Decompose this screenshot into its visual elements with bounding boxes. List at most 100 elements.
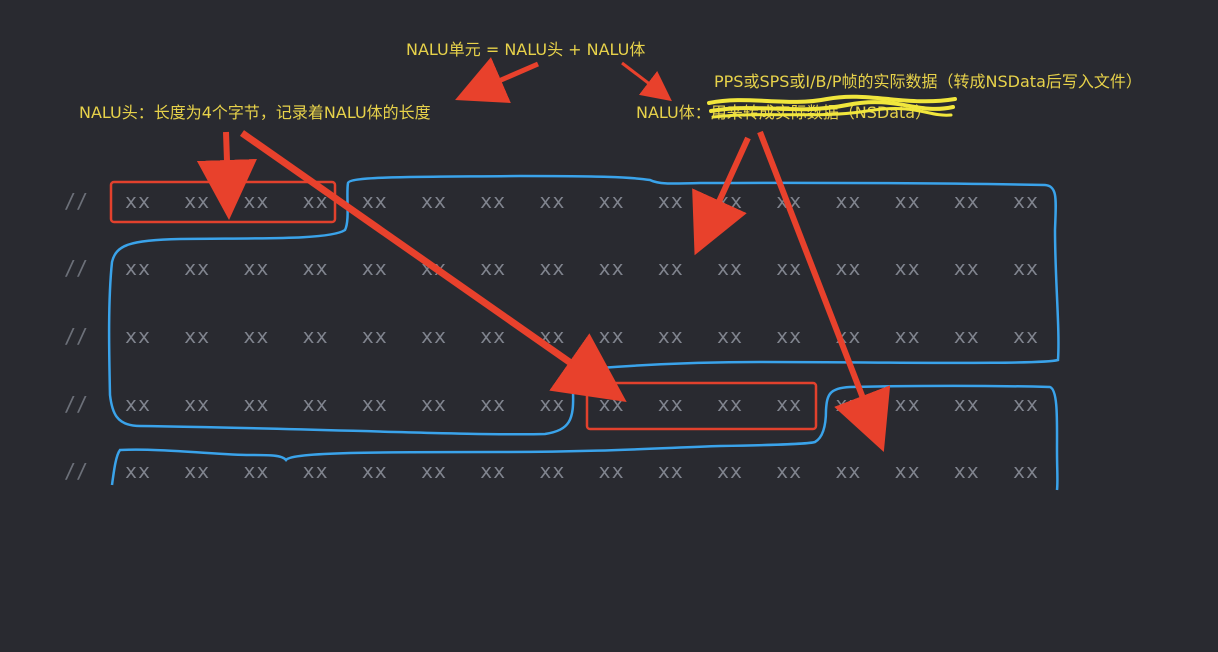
- nalu-unit-caption: NALU单元 = NALU头 + NALU体: [406, 40, 646, 59]
- hex-byte: xx: [716, 459, 744, 483]
- hex-byte: xx: [598, 256, 625, 280]
- hex-byte: xx: [1012, 256, 1040, 280]
- hex-byte: xx: [835, 459, 862, 483]
- nalu-body-prefix: NALU体：: [636, 103, 711, 122]
- arrow-header-to-box: [196, 131, 257, 220]
- hex-byte: xx: [894, 324, 921, 348]
- hex-byte: xx: [539, 189, 566, 213]
- hex-byte: xx: [302, 189, 329, 213]
- hex-byte: xx: [953, 324, 980, 348]
- hex-byte: xx: [184, 324, 211, 348]
- hex-byte: xx: [480, 459, 507, 483]
- hex-byte: xx: [243, 459, 270, 483]
- comment-marker: //: [64, 256, 89, 280]
- hex-byte: xx: [1012, 324, 1040, 348]
- hex-byte: xx: [657, 189, 684, 213]
- hex-byte: xx: [657, 256, 684, 280]
- hex-byte: xx: [598, 392, 625, 416]
- hex-byte: xx: [1012, 392, 1040, 416]
- hex-byte: xx: [776, 392, 803, 416]
- nalu-header-caption: NALU头：长度为4个字节，记录着NALU体的长度: [79, 103, 431, 122]
- hex-byte: xx: [953, 459, 980, 483]
- hex-byte: xx: [361, 392, 388, 416]
- hex-byte: xx: [716, 392, 744, 416]
- hex-byte: xx: [716, 324, 744, 348]
- hex-byte: xx: [716, 189, 744, 213]
- hex-byte: xx: [835, 392, 862, 416]
- hex-byte: xx: [1012, 459, 1040, 483]
- hex-byte: xx: [1012, 189, 1040, 213]
- hex-byte: xx: [124, 189, 152, 213]
- hex-byte: xx: [124, 324, 152, 348]
- hex-byte: xx: [420, 392, 448, 416]
- hex-byte: xx: [894, 392, 921, 416]
- hex-byte: xx: [124, 392, 152, 416]
- hex-byte: xx: [894, 256, 921, 280]
- comment-marker: //: [64, 392, 89, 416]
- hex-byte: xx: [361, 459, 388, 483]
- code-row: // xx xx xx xx xx xx xx xx xx xx xx xx xx xx xx xx: [64, 392, 1064, 422]
- hex-byte: xx: [302, 324, 329, 348]
- hex-byte: xx: [657, 459, 684, 483]
- hex-byte: xx: [598, 459, 625, 483]
- hex-byte: xx: [480, 392, 507, 416]
- hex-byte: xx: [657, 392, 684, 416]
- hex-byte: xx: [420, 256, 448, 280]
- hex-byte: xx: [184, 189, 211, 213]
- code-row: // xx xx xx xx xx xx xx xx xx xx xx xx xx xx xx xx: [64, 459, 1064, 489]
- hex-byte: xx: [539, 459, 566, 483]
- hex-byte: xx: [361, 189, 388, 213]
- hex-byte: xx: [184, 459, 211, 483]
- hex-byte: xx: [124, 256, 152, 280]
- hex-byte: xx: [835, 324, 862, 348]
- hex-byte: xx: [480, 189, 507, 213]
- code-row: // xx xx xx xx xx xx xx xx xx xx xx xx xx xx xx xx: [64, 256, 1064, 286]
- hex-byte: xx: [480, 256, 507, 280]
- nalu-body-caption: NALU体：用来转成实际数据（NSData）: [636, 94, 957, 123]
- hex-byte: xx: [539, 324, 566, 348]
- code-row: // xx xx xx xx xx xx xx xx xx xx xx xx xx xx xx xx: [64, 324, 1064, 354]
- hex-byte: xx: [184, 392, 211, 416]
- hex-byte: xx: [243, 189, 270, 213]
- comment-marker: //: [64, 189, 89, 213]
- code-row: // xx xx xx xx xx xx xx xx xx xx xx xx xx xx xx xx: [64, 189, 1064, 219]
- hex-byte: xx: [598, 189, 625, 213]
- hex-byte: xx: [302, 256, 329, 280]
- hex-byte: xx: [894, 459, 921, 483]
- hex-byte: xx: [953, 189, 980, 213]
- hex-byte: xx: [243, 324, 270, 348]
- hex-byte: xx: [539, 256, 566, 280]
- hex-byte: xx: [420, 189, 448, 213]
- hex-byte: xx: [776, 459, 803, 483]
- hex-byte: xx: [539, 392, 566, 416]
- nalu-body-struck-text: 用来转成实际数据（NSData）: [706, 94, 957, 123]
- hex-byte: xx: [302, 392, 329, 416]
- arrow-unit-to-body: [621, 61, 672, 102]
- nalu-body-note: PPS或SPS或I/B/P帧的实际数据（转成NSData后写入文件）: [714, 72, 1142, 91]
- hex-byte: xx: [302, 459, 329, 483]
- hex-byte: xx: [361, 256, 388, 280]
- arrow-unit-to-header: [455, 57, 539, 103]
- hex-byte: xx: [420, 459, 448, 483]
- hex-byte: xx: [420, 324, 448, 348]
- hex-byte: xx: [953, 392, 980, 416]
- comment-marker: //: [64, 459, 89, 483]
- hex-byte: xx: [124, 459, 152, 483]
- scribble-strikeout: [706, 94, 957, 119]
- hex-byte: xx: [243, 392, 270, 416]
- hex-byte: xx: [776, 189, 803, 213]
- hex-byte: xx: [716, 256, 744, 280]
- hex-byte: xx: [835, 189, 862, 213]
- hex-byte: xx: [776, 256, 803, 280]
- hex-byte: xx: [184, 256, 211, 280]
- hex-byte: xx: [361, 324, 388, 348]
- hex-byte: xx: [480, 324, 507, 348]
- hex-byte: xx: [657, 324, 684, 348]
- hex-byte: xx: [835, 256, 862, 280]
- hex-byte: xx: [776, 324, 803, 348]
- comment-marker: //: [64, 324, 89, 348]
- hex-byte: xx: [894, 189, 921, 213]
- hex-byte: xx: [953, 256, 980, 280]
- hex-byte: xx: [243, 256, 270, 280]
- hex-byte: xx: [598, 324, 625, 348]
